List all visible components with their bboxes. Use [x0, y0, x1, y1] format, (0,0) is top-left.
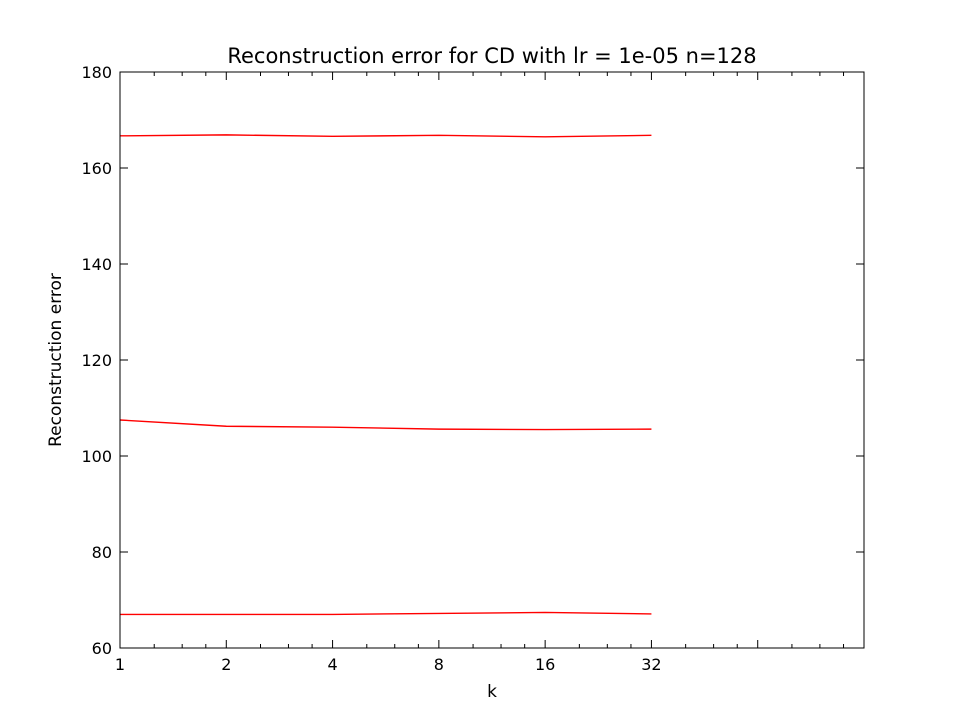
axes-layer: 1 2 4 8 16 32 60 80 100 120 140 160 180: [81, 63, 865, 674]
series-line-3: [120, 611, 652, 616]
y-axis-title: Reconstruction error: [46, 273, 66, 447]
y-tick-label: 160: [81, 159, 112, 178]
x-tick-label: 1: [115, 655, 125, 674]
series-layer: [119, 134, 652, 616]
x-tick-label: 2: [221, 655, 231, 674]
x-tick-label: 16: [535, 655, 555, 674]
y-tick-label: 80: [92, 543, 112, 562]
y-tick-label: 140: [81, 255, 112, 274]
chart-title: Reconstruction error for CD with lr = 1e…: [227, 44, 756, 68]
x-tick-label: 8: [434, 655, 444, 674]
y-tick-label: 180: [81, 63, 112, 82]
plot-frame: [119, 71, 865, 649]
x-tick-label: 32: [641, 655, 661, 674]
y-tick-label: 60: [92, 639, 112, 658]
x-tick-label: 4: [327, 655, 337, 674]
series-line-2: [119, 419, 652, 431]
x-axis-title: k: [487, 682, 497, 702]
y-tick-label: 100: [81, 447, 112, 466]
series-line-1: [119, 134, 652, 138]
y-tick-label: 120: [81, 351, 112, 370]
